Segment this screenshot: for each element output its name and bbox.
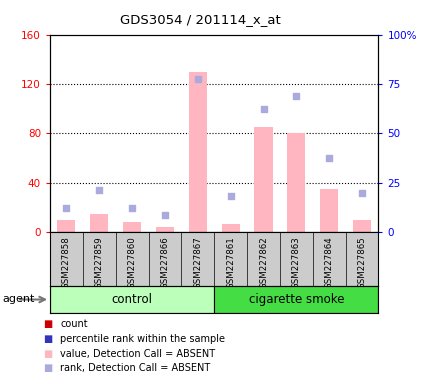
FancyBboxPatch shape [214, 286, 378, 313]
Point [194, 76, 201, 82]
Bar [254, 127, 272, 232]
Text: cigarette smoke: cigarette smoke [248, 293, 343, 306]
Point [95, 187, 102, 194]
Text: GSM227865: GSM227865 [357, 237, 366, 290]
Bar [155, 227, 174, 232]
Text: control: control [112, 293, 152, 306]
Text: GSM227861: GSM227861 [226, 237, 235, 290]
Point [325, 155, 332, 161]
Point [63, 205, 70, 211]
Text: ■: ■ [43, 363, 53, 373]
Bar [352, 220, 370, 232]
Text: ■: ■ [43, 349, 53, 359]
Bar [221, 223, 239, 232]
Text: GSM227867: GSM227867 [193, 237, 202, 290]
Text: GSM227863: GSM227863 [291, 237, 300, 290]
Bar [123, 222, 141, 232]
Point [128, 205, 135, 211]
Bar [90, 214, 108, 232]
Text: GSM227862: GSM227862 [258, 237, 267, 290]
Text: GSM227864: GSM227864 [324, 237, 333, 290]
Text: percentile rank within the sample: percentile rank within the sample [60, 334, 224, 344]
Text: ■: ■ [43, 319, 53, 329]
Text: GSM227866: GSM227866 [160, 237, 169, 290]
Text: GDS3054 / 201114_x_at: GDS3054 / 201114_x_at [119, 13, 280, 26]
Text: rank, Detection Call = ABSENT: rank, Detection Call = ABSENT [60, 363, 210, 373]
Text: GSM227860: GSM227860 [127, 237, 136, 290]
Text: GSM227859: GSM227859 [95, 237, 104, 289]
Text: agent: agent [2, 294, 34, 304]
Point [227, 194, 233, 200]
Bar [188, 72, 207, 232]
Point [260, 106, 266, 112]
Text: value, Detection Call = ABSENT: value, Detection Call = ABSENT [60, 349, 215, 359]
Text: count: count [60, 319, 88, 329]
FancyBboxPatch shape [50, 286, 214, 313]
Text: ■: ■ [43, 334, 53, 344]
Text: GSM227858: GSM227858 [62, 237, 71, 290]
Point [358, 190, 365, 196]
Bar [57, 220, 76, 232]
Bar [319, 189, 338, 232]
Bar [286, 134, 305, 232]
Point [161, 212, 168, 218]
Point [292, 93, 299, 99]
